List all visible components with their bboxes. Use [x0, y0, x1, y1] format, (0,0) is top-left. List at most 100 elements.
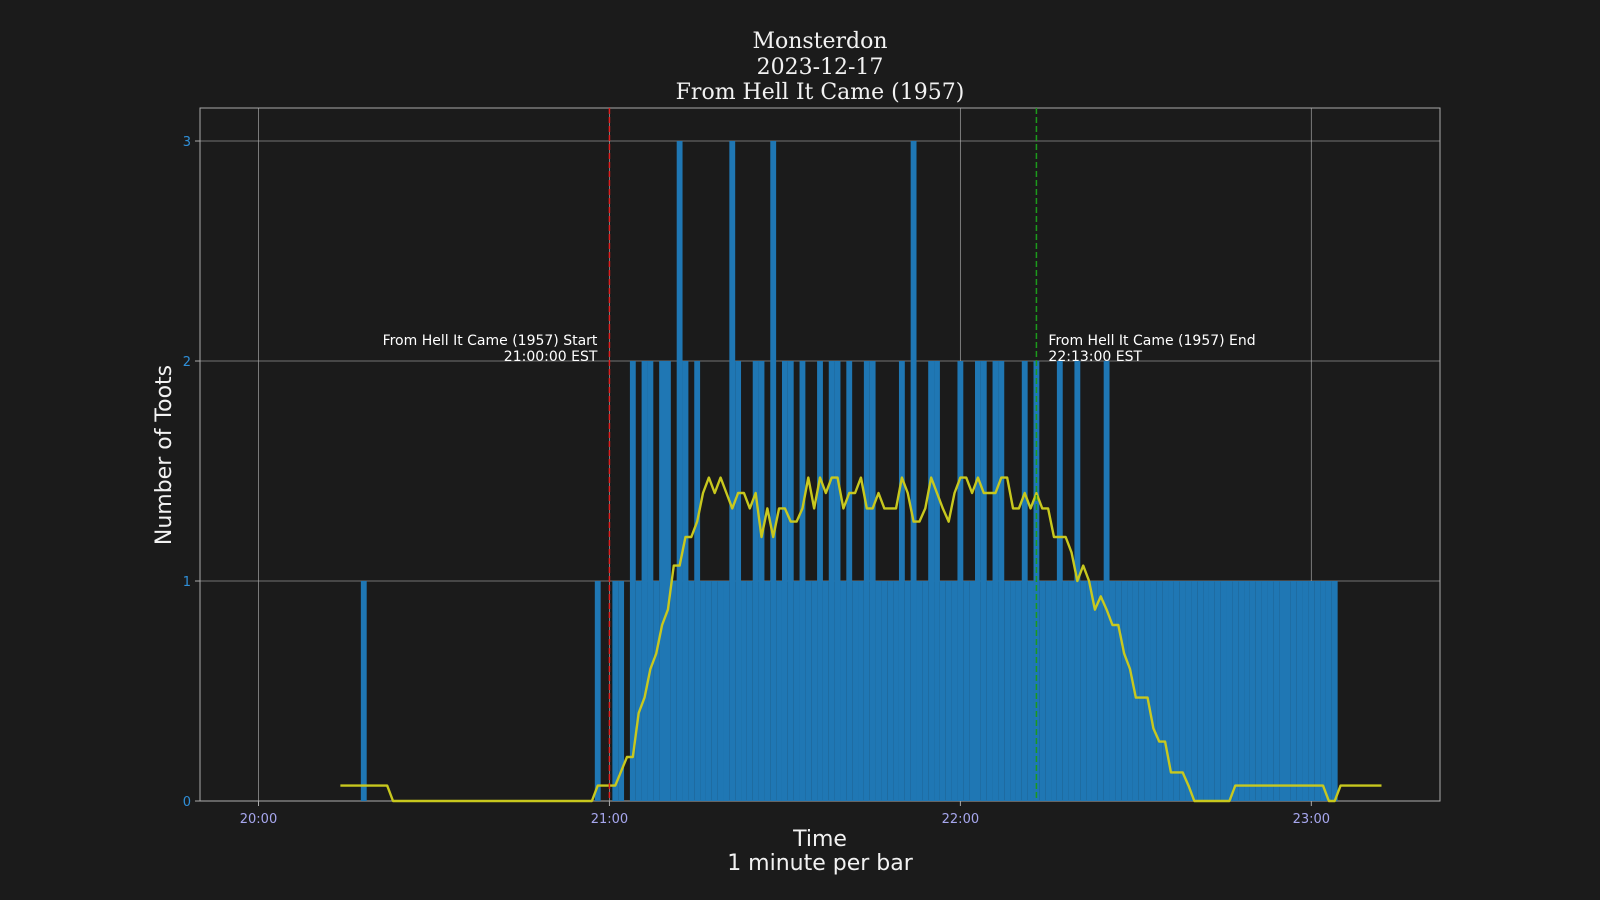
bar: [1179, 581, 1186, 801]
bar: [670, 581, 677, 801]
bar: [1103, 361, 1110, 801]
bar: [1249, 581, 1256, 801]
bar: [629, 361, 636, 801]
bar: [682, 361, 689, 801]
bar: [594, 581, 601, 801]
bar: [711, 581, 718, 801]
x-tick-label: 23:00: [1293, 812, 1330, 827]
bar: [811, 581, 818, 801]
bar: [975, 361, 981, 801]
bar: [998, 361, 1005, 801]
bar: [1150, 581, 1157, 801]
bar: [1197, 581, 1204, 801]
bar: [910, 141, 917, 801]
bar: [635, 581, 642, 801]
bar: [1162, 581, 1169, 801]
bar: [951, 581, 958, 801]
bar: [1173, 581, 1180, 801]
bar: [705, 581, 712, 801]
bar: [1056, 361, 1063, 801]
bar: [1191, 581, 1198, 801]
y-tick-label: 2: [183, 355, 191, 370]
bar: [957, 361, 964, 801]
bar: [776, 581, 782, 801]
bar: [1279, 581, 1285, 801]
bar: [1203, 581, 1209, 801]
x-tick-label: 22:00: [942, 812, 979, 827]
bar: [817, 361, 823, 801]
bar: [360, 581, 367, 801]
bar: [980, 361, 987, 801]
bar: [612, 581, 619, 801]
chart-title-line-3: From Hell It Came (1957): [676, 80, 965, 105]
bar: [787, 361, 794, 801]
bar: [723, 581, 730, 801]
bar: [1185, 581, 1192, 801]
bar: [992, 361, 999, 801]
bar: [653, 581, 660, 801]
bar: [1045, 581, 1052, 801]
bar: [781, 361, 788, 801]
bar: [1039, 581, 1046, 801]
bar: [1091, 581, 1098, 801]
chart-title-line-2: 2023-12-17: [757, 55, 884, 80]
bar: [1273, 581, 1280, 801]
y-tick-label: 1: [183, 575, 191, 590]
bar: [898, 361, 905, 801]
x-axis-label-line-1: Time: [792, 827, 847, 852]
bar: [963, 581, 970, 801]
bar: [904, 581, 911, 801]
bar: [741, 581, 747, 801]
bar: [1214, 581, 1221, 801]
bar: [735, 361, 742, 801]
bar: [986, 581, 993, 801]
bar: [659, 361, 665, 801]
y-tick-label: 3: [183, 135, 191, 150]
end-annotation-time: 22:13:00 EST: [1048, 349, 1142, 365]
bar: [676, 141, 683, 801]
rolling-average-line: [340, 476, 1382, 803]
bar: [1308, 581, 1315, 801]
tick-layer: 20:00 21:00 22:00 23:00 0 1 2 3: [183, 135, 1330, 827]
bar: [694, 361, 701, 801]
bar: [700, 581, 706, 801]
x-tick-label: 20:00: [240, 812, 277, 827]
chart-title-line-1: Monsterdon: [752, 29, 887, 54]
bar: [840, 581, 847, 801]
bar: [1068, 581, 1075, 801]
bar-layer: [360, 141, 1338, 801]
bar: [1208, 581, 1215, 801]
bar: [1086, 581, 1092, 801]
bar: [1080, 581, 1087, 801]
marker-layer: [608, 108, 1038, 801]
bar: [717, 581, 724, 801]
bar: [1097, 581, 1104, 801]
bar: [893, 581, 899, 801]
bar: [1244, 581, 1250, 801]
bar: [1168, 581, 1174, 801]
bar: [1267, 581, 1274, 801]
bar: [828, 361, 835, 801]
bar: [1132, 581, 1139, 801]
bar: [665, 361, 671, 801]
y-axis-label: Number of Toots: [152, 365, 177, 545]
bar: [1144, 581, 1151, 801]
bar: [939, 581, 946, 801]
bar: [1004, 581, 1011, 801]
bar: [822, 581, 829, 801]
bar: [1021, 361, 1028, 801]
y-tick-label: 0: [183, 795, 191, 810]
bar: [858, 581, 864, 801]
bar: [647, 361, 654, 801]
bar: [922, 581, 929, 801]
bar: [799, 361, 806, 801]
bar: [1010, 581, 1016, 801]
bar: [1255, 581, 1262, 801]
start-annotation-label: From Hell It Came (1957) Start: [383, 333, 598, 349]
bar: [1296, 581, 1303, 801]
bar: [887, 581, 894, 801]
bar: [1051, 581, 1057, 801]
bar: [969, 581, 975, 801]
bar: [641, 361, 648, 801]
bar: [1115, 581, 1122, 801]
